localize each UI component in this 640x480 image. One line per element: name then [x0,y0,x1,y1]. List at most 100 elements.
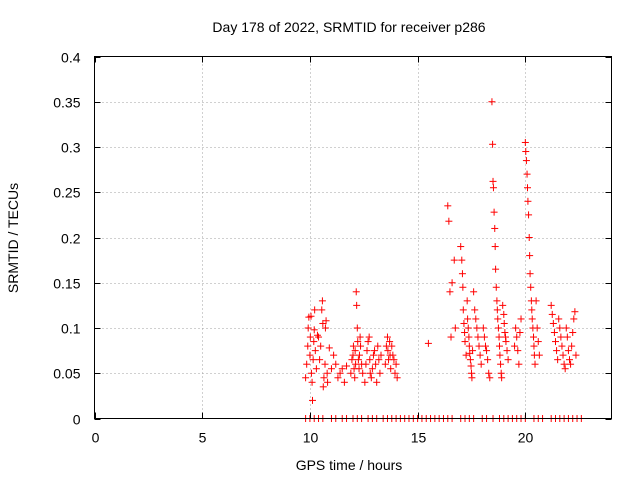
data-point [334,374,342,382]
data-point [318,306,326,314]
y-tick-label: 0.25 [53,185,80,201]
y-tick-label: 0.15 [53,276,80,292]
data-point [558,342,566,350]
data-point [569,329,577,337]
data-point [368,365,376,373]
data-point [322,317,330,325]
data-point [494,315,502,323]
data-point [388,342,396,350]
data-point [527,283,535,291]
data-point [565,356,573,364]
data-point [381,360,389,368]
data-point [366,356,374,364]
data-point [315,333,323,341]
data-point [526,252,534,260]
y-tick-labels: 0 0.05 0.1 0.15 0.2 0.25 0.3 0.35 0.4 [53,50,80,428]
data-point [307,369,315,377]
data-point [464,324,472,332]
data-point [386,338,394,346]
data-point [354,356,362,364]
data-point [493,297,501,305]
data-point [571,308,579,316]
data-point [498,374,506,382]
data-point [319,383,327,391]
data-point [474,333,482,341]
y-tick-label: 0.35 [53,95,80,111]
data-point [340,378,348,386]
data-point [371,347,379,355]
data-point [448,279,456,287]
data-point [494,324,502,332]
data-point [472,315,480,323]
y-tick-label: 0.05 [53,366,80,382]
data-point [503,347,511,355]
data-point [467,362,475,370]
data-point [312,365,320,373]
data-point [548,310,556,318]
data-point [393,374,401,382]
data-point [336,369,344,377]
data-point [391,369,399,377]
data-point [501,329,509,337]
y-tick-label: 0.2 [61,231,81,247]
data-point [330,351,338,359]
data-point [551,338,559,346]
data-point [465,333,473,341]
y-axis-label: SRMTID / TECUs [5,183,21,293]
data-point [304,324,312,332]
data-point [349,351,357,359]
data-point [356,333,364,341]
data-point [496,351,504,359]
data-point [451,324,459,332]
data-point [504,356,512,364]
data-point [310,326,318,334]
data-point [521,138,529,146]
data-point [475,342,483,350]
data-point [524,197,532,205]
data-point [307,312,315,320]
data-point [362,360,370,368]
data-point [390,356,398,364]
data-point [359,369,367,377]
data-point [459,283,467,291]
data-point [338,365,346,373]
data-point [352,360,360,368]
data-point [533,324,541,332]
data-point [373,378,381,386]
data-point [468,374,476,382]
data-point [522,148,530,156]
data-point [567,360,575,368]
data-point [361,378,369,386]
data-point [490,208,498,216]
data-point [365,333,373,341]
data-point [523,170,531,178]
data-point [473,324,481,332]
data-point [528,306,536,314]
data-point [375,356,383,364]
data-point [488,98,496,106]
data-point [349,342,357,350]
data-point [526,270,534,278]
data-point [372,360,380,368]
plot-frame [94,56,612,419]
data-point [327,365,335,373]
data-point [570,315,578,323]
y-tick-label: 0 [73,412,81,428]
data-point [343,362,351,370]
data-point [466,356,474,364]
data-point [317,342,325,350]
data-point [492,283,500,291]
data-point [493,306,501,314]
data-point [530,333,538,341]
x-tick-label: 0 [92,430,100,446]
data-point [352,288,360,296]
data-point [303,360,311,368]
data-point [459,306,467,314]
data-point [446,288,454,296]
data-point [522,157,530,165]
data-point [383,333,391,341]
data-point [479,324,487,332]
data-point [387,365,395,373]
data-point [486,374,494,382]
data-point [447,333,455,341]
